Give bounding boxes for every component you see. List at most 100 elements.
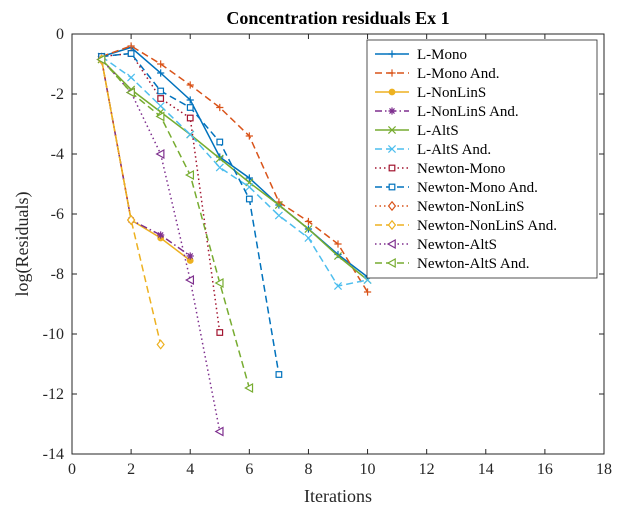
plus-marker: [157, 69, 165, 77]
plus-marker: [388, 50, 396, 58]
square-marker: [127, 50, 135, 57]
y-tick-label: -4: [51, 146, 64, 163]
legend-label: L-AltS And.: [417, 142, 491, 158]
x-marker: [274, 200, 283, 210]
plus-marker: [216, 103, 224, 112]
plus-marker: [363, 288, 372, 296]
plus-marker: [245, 174, 253, 182]
triangle-left-marker: [214, 277, 224, 289]
series-line: [101, 45, 369, 293]
legend-item: L-AltS: [375, 123, 459, 139]
square-marker: [245, 195, 253, 203]
x-tick-label: 0: [68, 461, 76, 478]
legend-item: L-NonLinS: [375, 85, 486, 101]
x-marker: [304, 233, 313, 243]
legend-item: Newton-Mono: [375, 161, 505, 177]
triangle-left-marker: [214, 426, 224, 437]
legend-item: L-Mono: [375, 47, 467, 63]
star-marker: [388, 107, 396, 115]
x-marker: [387, 144, 397, 154]
square-marker: [157, 87, 165, 95]
legend-label: Newton-Mono And.: [417, 180, 538, 196]
x-tick-label: 14: [478, 461, 494, 478]
chart-title: Concentration residuals Ex 1: [226, 8, 449, 28]
plus-marker: [186, 81, 194, 89]
legend-label: L-Mono: [417, 47, 467, 63]
square-marker: [388, 183, 396, 191]
y-tick-label: 0: [56, 26, 64, 43]
legend-item: L-Mono And.: [375, 66, 500, 82]
triangle-left-marker: [184, 274, 195, 286]
plus-marker: [157, 60, 165, 68]
square-marker: [216, 329, 224, 336]
x-tick-label: 16: [537, 461, 553, 478]
x-tick-label: 6: [245, 461, 253, 478]
plus-marker: [304, 217, 313, 226]
triangle-left-marker: [155, 111, 165, 122]
legend-item: Newton-NonLinS And.: [375, 218, 557, 234]
square-marker: [275, 371, 283, 378]
x-axis-label: Iterations: [304, 486, 372, 506]
x-marker: [186, 130, 195, 139]
plus-marker: [245, 132, 253, 140]
legend-label: Newton-Mono: [417, 161, 505, 177]
legend-item: Newton-NonLinS: [375, 199, 525, 215]
x-marker: [274, 211, 283, 220]
series-line: [100, 58, 251, 389]
triangle-left-marker: [155, 148, 165, 160]
y-tick-label: -6: [51, 206, 64, 223]
x-marker: [387, 125, 397, 135]
series-line: [101, 55, 368, 287]
series-layer: [96, 42, 372, 437]
star-marker: [157, 231, 165, 239]
square-marker: [186, 114, 194, 122]
x-marker: [304, 224, 313, 234]
y-tick-label: -8: [51, 266, 64, 283]
legend-label: Newton-NonLinS: [417, 199, 525, 215]
diamond-marker: [387, 200, 397, 212]
triangle-left-marker: [125, 87, 135, 98]
plus-marker: [334, 240, 342, 248]
legend-item: Newton-AltS: [375, 237, 497, 253]
triangle-left-marker: [244, 382, 254, 394]
legend-box: [366, 39, 598, 279]
dot-marker: [388, 88, 396, 96]
x-marker: [215, 154, 224, 163]
star-marker: [186, 252, 194, 260]
y-tick-label: -2: [51, 86, 64, 103]
legend-label: L-AltS: [417, 123, 459, 139]
square-marker: [216, 138, 224, 146]
diamond-marker: [126, 214, 136, 226]
legend-item: Newton-AltS And.: [375, 256, 530, 272]
series-newton-alts-and: [96, 54, 254, 394]
legend-label: L-NonLinS And.: [417, 104, 519, 120]
y-tick-label: -10: [43, 326, 64, 343]
y-axis-ticks: 0 -2 -4 -6 -8 -10 -12 -14: [43, 26, 604, 463]
plus-marker: [186, 96, 194, 104]
x-marker: [215, 163, 224, 172]
legend-label: L-Mono And.: [417, 66, 500, 82]
legend-item: Newton-Mono And.: [375, 180, 538, 196]
legend-label: Newton-AltS: [417, 237, 497, 253]
legend-label: Newton-AltS And.: [417, 256, 530, 272]
square-marker: [186, 104, 194, 111]
x-tick-label: 2: [127, 461, 135, 478]
x-marker: [333, 251, 343, 261]
x-tick-label: 8: [304, 461, 312, 478]
legend-label: L-NonLinS: [417, 85, 486, 101]
x-tick-label: 4: [186, 461, 194, 478]
x-marker: [333, 281, 343, 291]
series-line: [100, 59, 162, 345]
diamond-marker: [156, 339, 165, 350]
triangle-left-marker: [386, 238, 396, 250]
legend-label: Newton-NonLinS And.: [417, 218, 557, 234]
y-axis-label: log(Residuals): [12, 192, 33, 297]
x-tick-label: 12: [419, 461, 435, 478]
square-marker: [157, 95, 165, 102]
y-tick-label: -12: [43, 386, 64, 403]
y-tick-label: -14: [43, 446, 64, 463]
triangle-left-marker: [386, 257, 396, 269]
plus-marker: [388, 69, 396, 77]
x-axis-ticks: 0 2 4 6 8 10 12 14 16 18: [68, 34, 612, 478]
